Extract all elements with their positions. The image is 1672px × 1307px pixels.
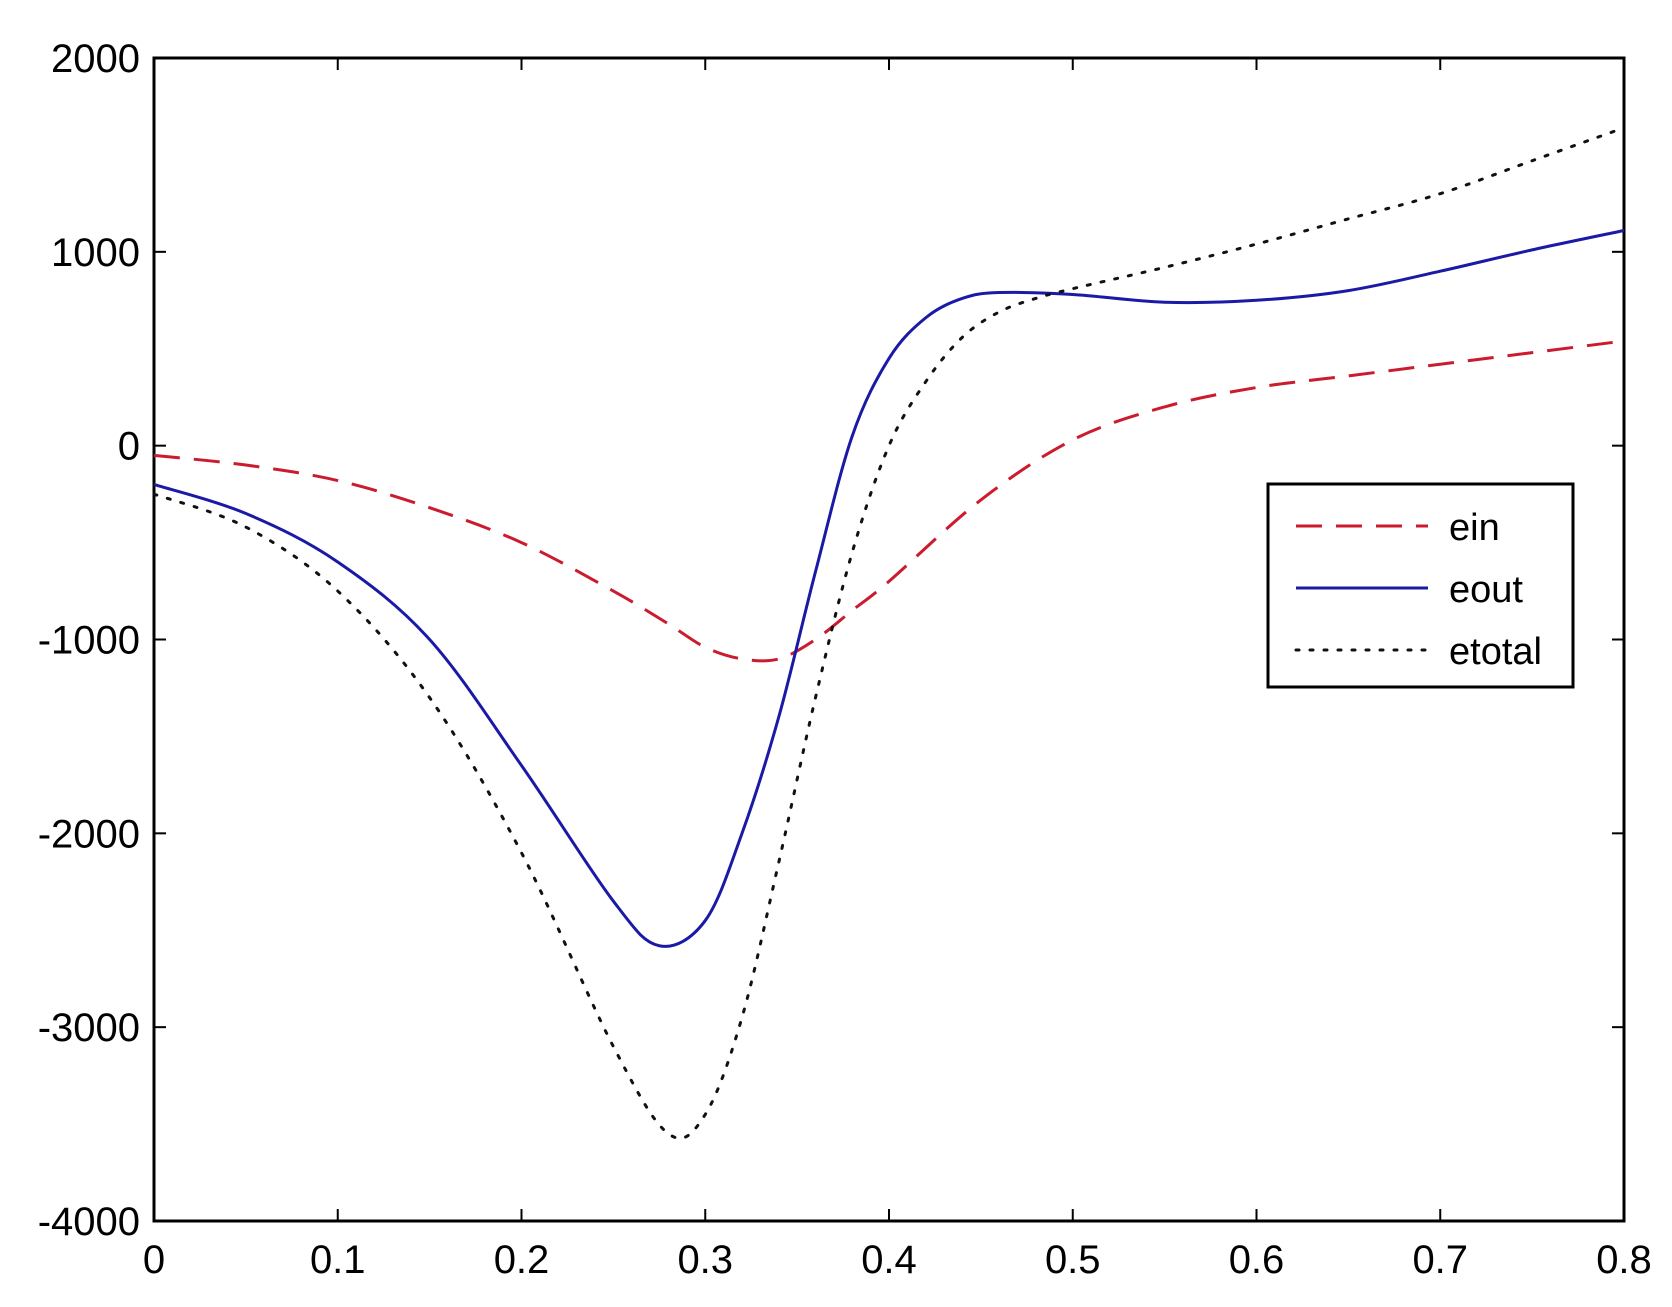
x-tick-label: 0.2 [494,1238,550,1282]
series-line-eout [153,229,1625,948]
axis-ticks [153,57,1625,1222]
x-tick-label: 0.1 [310,1238,366,1282]
series-line-etotal [152,126,1626,1140]
y-tick-label: -1000 [38,619,140,663]
y-tick-label: -2000 [38,812,140,856]
series-layer [152,126,1626,1140]
x-tick-label: 0.7 [1412,1238,1468,1282]
legend-label-eout: eout [1449,569,1523,611]
legend-box [1266,482,1575,689]
y-tick-label: 1000 [51,231,140,275]
x-tick-label: 0.4 [861,1238,917,1282]
y-tick-label: 2000 [51,37,140,81]
x-tick-label: 0.3 [677,1238,733,1282]
legend-label-ein: ein [1449,507,1500,549]
y-tick-label: -3000 [38,1006,140,1050]
y-tick-label: -4000 [38,1200,140,1244]
y-tick-label: 0 [118,425,140,469]
x-tick-label: 0.8 [1596,1238,1652,1282]
axis-tick-labels: 0 0.1 0.2 0.3 0.4 0.5 0.6 0.7 0.8 2000 1000 0 -1000 -… [38,37,1652,1282]
legend: ein eout etotal [1266,482,1575,689]
legend-label-etotal: etotal [1449,631,1542,673]
x-tick-label: 0 [143,1238,165,1282]
series-line-ein [153,339,1625,663]
x-tick-label: 0.6 [1229,1238,1285,1282]
x-tick-label: 0.5 [1045,1238,1101,1282]
